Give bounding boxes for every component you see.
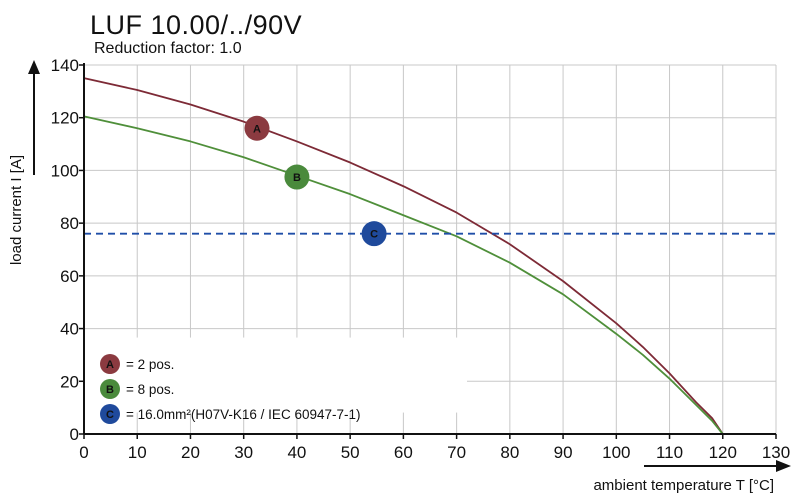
legend-text-A: = 2 pos.	[126, 357, 174, 372]
legend-text-C: = 16.0mm²(H07V-K16 / IEC 60947-7-1)	[126, 407, 360, 422]
series-layer	[83, 77, 776, 435]
legend-entry-A: A = 2 pos.	[100, 354, 174, 374]
point-marker-circle-A	[244, 115, 270, 141]
chart-title: LUF 10.00/../90V	[90, 10, 302, 40]
point-marker-C: C	[361, 221, 387, 247]
y-tick-label-100: 100	[51, 161, 79, 180]
y-tick-label-140: 140	[51, 56, 79, 75]
legend-entry-B: B = 8 pos.	[100, 379, 174, 399]
legend-entry-C: C = 16.0mm²(H07V-K16 / IEC 60947-7-1)	[100, 404, 360, 424]
legend-marker-B	[100, 379, 120, 399]
y-tick-label-120: 120	[51, 109, 79, 128]
point-marker-label-C: C	[370, 229, 378, 241]
x-tick-label-40: 40	[287, 443, 306, 462]
x-tick-label-90: 90	[554, 443, 573, 462]
x-tick-label-110: 110	[656, 443, 683, 462]
x-tick-label-10: 10	[128, 443, 147, 462]
x-label-arrow-head	[776, 460, 791, 472]
legend-text-B: = 8 pos.	[126, 382, 174, 397]
point-markers: A B C	[244, 115, 387, 247]
axes	[28, 60, 791, 472]
y-tick-label-80: 80	[60, 214, 79, 233]
x-tick-label-80: 80	[500, 443, 519, 462]
y-axis-label: load current I [A]	[8, 155, 25, 265]
series-line-B	[83, 115, 724, 435]
x-tick-label-0: 0	[79, 443, 88, 462]
y-tick-label-40: 40	[60, 320, 79, 339]
x-tick-label-60: 60	[394, 443, 413, 462]
x-tick-label-70: 70	[447, 443, 466, 462]
legend-marker-C	[100, 404, 120, 424]
point-marker-label-A: A	[253, 123, 261, 135]
x-tick-label-120: 120	[709, 443, 737, 462]
point-marker-label-B: B	[293, 172, 301, 184]
legend-marker-label-B: B	[106, 384, 114, 396]
point-marker-B: B	[284, 164, 310, 190]
y-tick-label-20: 20	[60, 372, 79, 391]
point-marker-circle-C	[361, 221, 387, 247]
legend-background	[85, 337, 467, 413]
x-tick-label-20: 20	[181, 443, 200, 462]
x-tick-label-130: 130	[762, 443, 790, 462]
chart-subtitle: Reduction factor: 1.0	[94, 40, 242, 57]
x-tick-label-50: 50	[341, 443, 360, 462]
y-label-arrow-head	[28, 60, 40, 74]
legend-marker-label-C: C	[106, 409, 114, 421]
legend-marker-A	[100, 354, 120, 374]
x-tick-label-30: 30	[234, 443, 253, 462]
legend-marker-label-A: A	[106, 359, 114, 371]
x-tick-label-100: 100	[602, 443, 630, 462]
series-line-A	[83, 77, 724, 435]
x-axis-label: ambient temperature T [°C]	[593, 477, 774, 494]
legend: A = 2 pos. B = 8 pos. C = 16.0mm²(H07V-K16 / …	[100, 354, 360, 424]
legend-box	[85, 337, 467, 413]
point-marker-circle-B	[284, 164, 310, 190]
y-tick-label-0: 0	[70, 425, 79, 444]
y-tick-label-60: 60	[60, 267, 79, 286]
point-marker-A: A	[244, 115, 270, 141]
tick-labels: 0 10 20 30 40 50 60 70 80 90 100 110 120 130 0 20 40 60 80…	[51, 56, 791, 462]
